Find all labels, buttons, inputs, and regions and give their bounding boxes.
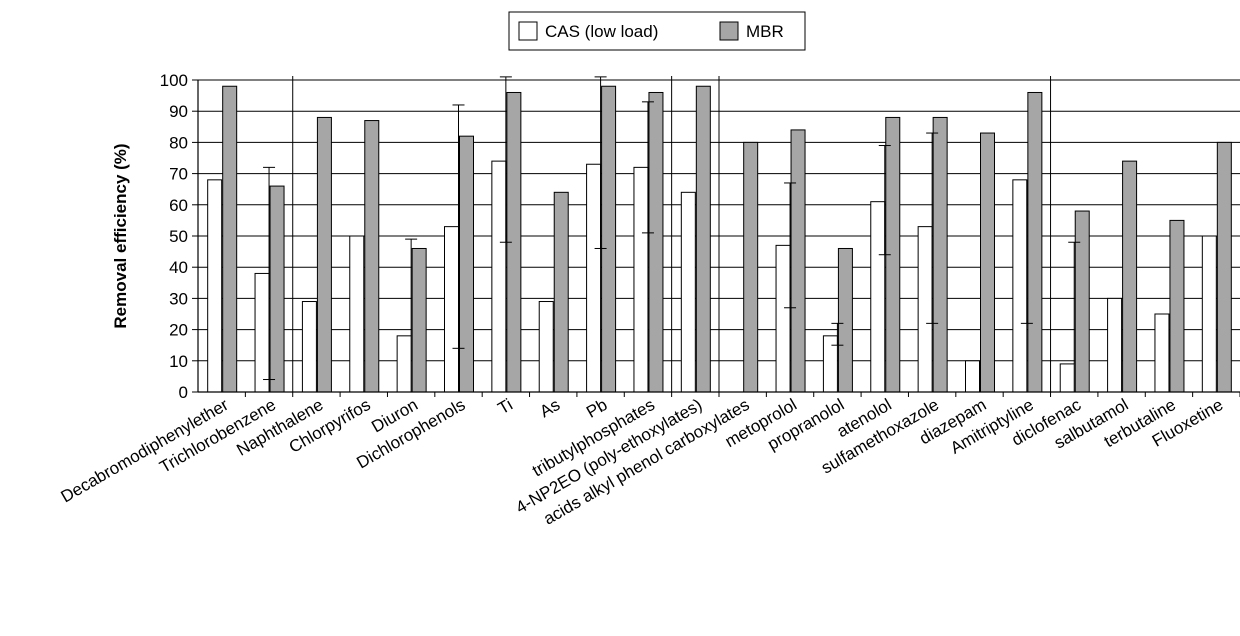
bar-mbr [1074, 210, 1090, 393]
legend-swatch-cas [518, 21, 538, 41]
bar-cas-low-load [633, 166, 649, 393]
bar-cas-low-load [396, 335, 412, 393]
legend-label-mbr: MBR [746, 22, 784, 41]
y-tick-label: 50 [169, 227, 188, 246]
y-tick-label: 30 [169, 289, 188, 308]
y-tick-label: 70 [169, 165, 188, 184]
y-tick-label: 10 [169, 352, 188, 371]
bar-cas-low-load [965, 360, 980, 393]
bar-cas-low-load [1201, 235, 1217, 393]
bar-mbr [980, 132, 995, 393]
y-tick-label: 40 [169, 258, 188, 277]
legend: CAS (low load) MBR [508, 11, 806, 51]
bar-mbr [743, 141, 759, 393]
legend-label-cas: CAS (low load) [545, 22, 658, 41]
x-tick-label: Ti [495, 395, 516, 418]
bar-mbr [222, 85, 238, 393]
y-tick-labels: 0 10 20 30 40 50 60 70 80 90 100 [160, 71, 188, 402]
y-tick-label: 90 [169, 102, 188, 121]
bar-cas-low-load [349, 235, 365, 393]
bar-cas-low-load [254, 272, 270, 393]
bar-mbr [601, 85, 617, 393]
bar-mbr [648, 91, 664, 393]
error-bars [263, 76, 1081, 381]
bar-mbr [932, 116, 948, 393]
group-separators [292, 76, 1052, 392]
bar-mbr [1122, 160, 1138, 393]
x-tick-label: Pb [583, 395, 611, 422]
bar-mbr [1216, 141, 1232, 393]
y-tick-label: 60 [169, 196, 188, 215]
y-tick-label: 100 [160, 71, 188, 90]
legend-swatch-mbr [719, 21, 739, 41]
bar-cas-low-load [586, 163, 602, 393]
bar-mbr [1169, 219, 1185, 393]
bar-mbr [316, 116, 332, 393]
bar-cas-low-load [491, 160, 507, 393]
bar-cas-low-load [870, 201, 886, 393]
bar-cas-low-load [680, 191, 696, 393]
x-tick-label: As [537, 395, 564, 421]
bars [207, 85, 1232, 393]
y-tick-label: 0 [179, 383, 188, 402]
bar-mbr [364, 120, 380, 393]
axes [197, 80, 1240, 397]
bar-mbr [837, 247, 853, 393]
bar-cas-low-load [538, 301, 554, 393]
bar-mbr [695, 85, 711, 393]
bar-cas-low-load [444, 226, 459, 393]
bar-cas-low-load [1012, 179, 1028, 393]
bar-mbr [553, 191, 569, 393]
x-tick-labels: DecabromodiphenyletherTrichlorobenzeneNa… [58, 395, 1227, 529]
bar-cas-low-load [917, 226, 933, 393]
y-axis-label: Removal efficiency (%) [111, 143, 130, 328]
y-tick-label: 80 [169, 133, 188, 152]
bar-mbr [790, 129, 806, 393]
bar-cas-low-load [822, 335, 838, 393]
bar-mbr [411, 247, 427, 393]
bar-mbr [459, 135, 474, 393]
y-tick-label: 20 [169, 321, 188, 340]
bar-cas-low-load [301, 301, 317, 393]
bar-cas-low-load [1059, 363, 1075, 393]
bar-cas-low-load [1154, 313, 1170, 393]
legend-box [508, 11, 806, 51]
bar-cas-low-load [775, 244, 791, 393]
bar-mbr [269, 185, 285, 393]
bar-mbr [1027, 91, 1043, 393]
bar-cas-low-load [1107, 297, 1123, 393]
bar-cas-low-load [207, 179, 223, 393]
